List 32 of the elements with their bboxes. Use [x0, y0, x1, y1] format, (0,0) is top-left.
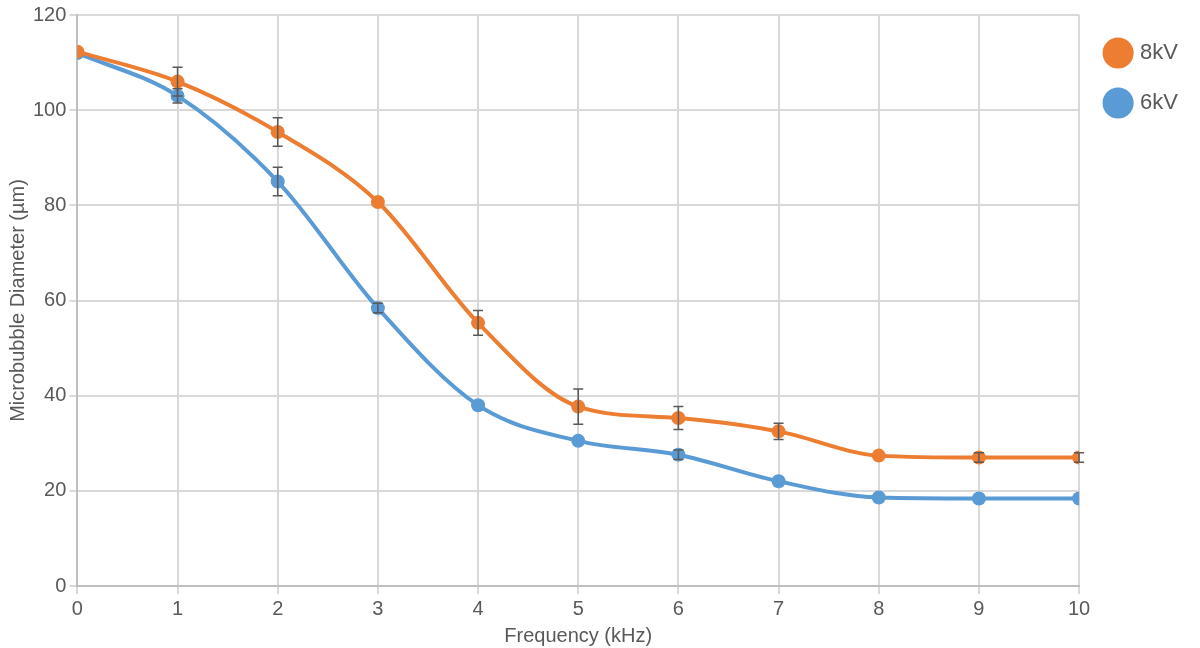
- point: [871, 490, 886, 505]
- y-axis-title: Microbubble Diameter (µm): [5, 179, 28, 422]
- point: [871, 448, 886, 463]
- point: [270, 125, 285, 140]
- y-tick-label: 0: [55, 573, 67, 596]
- y-tick-label: 60: [44, 288, 67, 311]
- point: [270, 174, 285, 189]
- x-tick-label: 3: [372, 596, 384, 619]
- x-axis-title: Frequency (kHz): [504, 623, 653, 646]
- x-tick-label: 10: [1067, 596, 1091, 619]
- point: [370, 195, 385, 209]
- x-tick-label: 0: [71, 596, 83, 619]
- x-tick-label: 6: [672, 596, 684, 619]
- legend-label: 8kV: [1140, 39, 1179, 65]
- legend-label: 6kV: [1140, 89, 1179, 115]
- y-tick-label: 120: [32, 2, 67, 25]
- x-tick-label: 4: [472, 596, 484, 619]
- point: [471, 398, 486, 413]
- point: [671, 411, 686, 426]
- x-tick-label: 2: [272, 596, 284, 619]
- point: [971, 491, 986, 506]
- x-tick-label: 9: [973, 596, 985, 619]
- y-tick-label: 20: [44, 478, 67, 501]
- point: [771, 474, 786, 489]
- y-tick-label: 40: [44, 383, 67, 406]
- point: [571, 433, 586, 448]
- y-tick-label: 100: [32, 97, 67, 120]
- x-tick-label: 1: [171, 596, 184, 619]
- x-tick-label: 8: [873, 596, 885, 619]
- x-tick-label: 5: [572, 596, 584, 619]
- x-tick-label: 7: [773, 596, 785, 619]
- y-tick-label: 80: [44, 192, 67, 215]
